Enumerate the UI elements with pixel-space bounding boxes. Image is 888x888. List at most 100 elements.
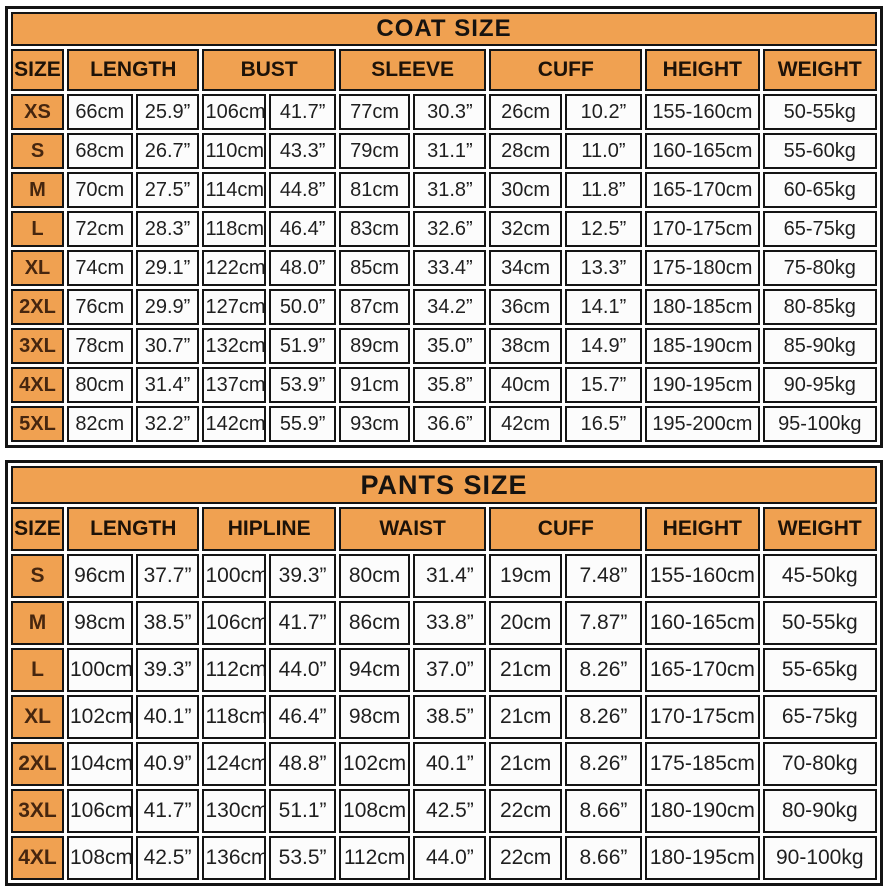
value-cell: 51.1” [269, 789, 336, 833]
value-cell: 51.9” [269, 328, 336, 364]
value-cell: 13.3” [564, 250, 643, 286]
coat-col-header-size: SIZE [11, 49, 64, 91]
coat-title-row: COAT SIZE [11, 12, 877, 46]
size-label-cell: 4XL [11, 367, 64, 403]
size-label-cell: XS [11, 94, 64, 130]
value-cell: 32cm [489, 211, 562, 247]
pants-size-table: PANTS SIZE SIZE LENGTH HIPLINE WAIST CUF… [5, 460, 883, 886]
table-row: 2XL 76cm 29.9” 127cm 50.0” 87cm 34.2” 36cm 14.1”… [11, 289, 877, 325]
value-cell: 102cm [66, 695, 133, 739]
value-cell: 7.87” [564, 601, 643, 645]
coat-header-row: SIZE LENGTH BUST SLEEVE CUFF HEIGHT WEIG… [11, 49, 877, 91]
table-row: XL 102cm 40.1” 118cm 46.4” 98cm 38.5” 21cm 8.26”… [11, 695, 877, 739]
value-cell: 110cm [202, 133, 267, 169]
value-cell: 31.4” [413, 554, 487, 598]
value-cell: 35.8” [413, 367, 487, 403]
value-cell: 36.6” [413, 406, 487, 442]
value-cell: 25.9” [135, 94, 200, 130]
value-cell: 82cm [66, 406, 133, 442]
value-cell: 14.9” [564, 328, 643, 364]
value-cell: 85-90kg [762, 328, 877, 364]
size-label-cell: S [11, 554, 64, 598]
value-cell: 26.7” [135, 133, 200, 169]
value-cell: 195-200cm [645, 406, 760, 442]
value-cell: 34cm [489, 250, 562, 286]
value-cell: 79cm [338, 133, 411, 169]
value-cell: 72cm [66, 211, 133, 247]
size-label-cell: XL [11, 695, 64, 739]
size-label-cell: L [11, 648, 64, 692]
value-cell: 65-75kg [762, 695, 877, 739]
size-label-cell: 5XL [11, 406, 64, 442]
value-cell: 75-80kg [762, 250, 877, 286]
size-label-cell: M [11, 601, 64, 645]
pants-table-title: PANTS SIZE [11, 466, 877, 504]
value-cell: 46.4” [269, 695, 336, 739]
value-cell: 31.4” [135, 367, 200, 403]
value-cell: 43.3” [269, 133, 336, 169]
value-cell: 44.0” [413, 836, 487, 880]
value-cell: 30.7” [135, 328, 200, 364]
value-cell: 180-195cm [645, 836, 760, 880]
value-cell: 30cm [489, 172, 562, 208]
value-cell: 44.8” [269, 172, 336, 208]
value-cell: 22cm [489, 836, 562, 880]
table-row: 3XL 78cm 30.7” 132cm 51.9” 89cm 35.0” 38cm 14.9”… [11, 328, 877, 364]
table-row: XL 74cm 29.1” 122cm 48.0” 85cm 33.4” 34cm 13.3” 1… [11, 250, 877, 286]
value-cell: 39.3” [269, 554, 336, 598]
value-cell: 14.1” [564, 289, 643, 325]
value-cell: 160-165cm [645, 133, 760, 169]
value-cell: 41.7” [269, 94, 336, 130]
value-cell: 38.5” [135, 601, 200, 645]
size-label-cell: L [11, 211, 64, 247]
value-cell: 106cm [202, 601, 267, 645]
value-cell: 130cm [202, 789, 267, 833]
value-cell: 98cm [338, 695, 411, 739]
table-row: 4XL 80cm 31.4” 137cm 53.9” 91cm 35.8” 40cm 15.7”… [11, 367, 877, 403]
value-cell: 74cm [66, 250, 133, 286]
value-cell: 29.9” [135, 289, 200, 325]
value-cell: 106cm [66, 789, 133, 833]
value-cell: 48.8” [269, 742, 336, 786]
value-cell: 106cm [202, 94, 267, 130]
value-cell: 42.5” [413, 789, 487, 833]
value-cell: 16.5” [564, 406, 643, 442]
value-cell: 34.2” [413, 289, 487, 325]
coat-col-header-height: HEIGHT [645, 49, 760, 91]
value-cell: 66cm [66, 94, 133, 130]
value-cell: 68cm [66, 133, 133, 169]
value-cell: 85cm [338, 250, 411, 286]
value-cell: 112cm [338, 836, 411, 880]
value-cell: 180-185cm [645, 289, 760, 325]
pants-col-header-height: HEIGHT [645, 507, 760, 551]
table-row: S 96cm 37.7” 100cm 39.3” 80cm 31.4” 19cm 7.48” 15… [11, 554, 877, 598]
value-cell: 10.2” [564, 94, 643, 130]
value-cell: 100cm [66, 648, 133, 692]
value-cell: 108cm [66, 836, 133, 880]
value-cell: 29.1” [135, 250, 200, 286]
value-cell: 155-160cm [645, 554, 760, 598]
value-cell: 86cm [338, 601, 411, 645]
value-cell: 46.4” [269, 211, 336, 247]
value-cell: 142cm [202, 406, 267, 442]
value-cell: 19cm [489, 554, 562, 598]
value-cell: 112cm [202, 648, 267, 692]
table-row: 4XL 108cm 42.5” 136cm 53.5” 112cm 44.0” 22cm 8.6… [11, 836, 877, 880]
table-row: 5XL 82cm 32.2” 142cm 55.9” 93cm 36.6” 42cm 16.5”… [11, 406, 877, 442]
value-cell: 190-195cm [645, 367, 760, 403]
table-row: L 72cm 28.3” 118cm 46.4” 83cm 32.6” 32cm 12.5” 17… [11, 211, 877, 247]
value-cell: 104cm [66, 742, 133, 786]
value-cell: 28cm [489, 133, 562, 169]
value-cell: 136cm [202, 836, 267, 880]
value-cell: 80-90kg [762, 789, 877, 833]
value-cell: 185-190cm [645, 328, 760, 364]
size-label-cell: 3XL [11, 328, 64, 364]
coat-col-header-sleeve: SLEEVE [338, 49, 487, 91]
table-row: 2XL 104cm 40.9” 124cm 48.8” 102cm 40.1” 21cm 8.2… [11, 742, 877, 786]
value-cell: 21cm [489, 695, 562, 739]
value-cell: 165-170cm [645, 648, 760, 692]
table-row: XS 66cm 25.9” 106cm 41.7” 77cm 30.3” 26cm 10.2” 1… [11, 94, 877, 130]
table-row: M 98cm 38.5” 106cm 41.7” 86cm 33.8” 20cm 7.87” 16… [11, 601, 877, 645]
table-row: S 68cm 26.7” 110cm 43.3” 79cm 31.1” 28cm 11.0” 16… [11, 133, 877, 169]
value-cell: 70cm [66, 172, 133, 208]
